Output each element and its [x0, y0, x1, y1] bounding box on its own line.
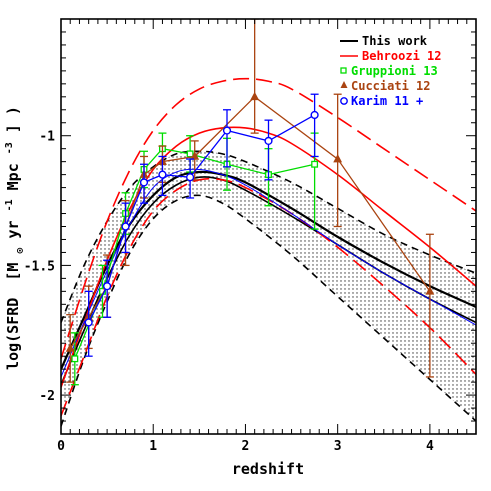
x-tick-label: 4: [426, 439, 434, 454]
y-tick-label: -1.5: [24, 259, 55, 274]
curve-this-work-solid: [61, 170, 476, 370]
data-point: [186, 173, 195, 182]
legend-item-karim-11: Karim 11 +: [340, 94, 423, 108]
data-point: [264, 136, 273, 146]
data-point: [158, 170, 167, 179]
legend-label: Behroozi 12: [362, 49, 441, 63]
data-point: [65, 343, 75, 352]
data-point: [84, 318, 93, 327]
axis-ticks: 0 1 2 3 4 -2 -1.5 -1: [24, 19, 477, 454]
y-label-unit-close: ] ): [4, 106, 22, 133]
data-point: [250, 91, 260, 101]
legend-swatch: [340, 97, 348, 105]
y-label-unit-exp1: -1: [4, 199, 15, 211]
legend-label: Cucciati 12: [351, 79, 430, 93]
data-point: [190, 151, 200, 160]
legend-swatch: [340, 81, 348, 88]
legend-item-gruppioni-13: Gruppioni 13: [340, 64, 438, 78]
y-label-sun-symbol: ⊙: [15, 248, 26, 254]
y-axis-label: log(SFRD [M ⊙ yr -1 Mpc -3 ] ): [0, 106, 27, 370]
connector-cucciati-12: [69, 95, 431, 349]
x-tick-label: 0: [57, 439, 65, 454]
data-point: [103, 282, 112, 291]
data-point: [139, 178, 149, 187]
y-label-unit-exp2: -3: [4, 142, 15, 154]
y-tick-label: -1: [39, 130, 55, 145]
y-label-unit-mid: yr: [4, 220, 22, 238]
legend-item-behroozi-12: Behroozi 12: [340, 49, 441, 63]
legend-item-this-work: This work: [340, 34, 428, 48]
curve-karim-fit: [61, 168, 476, 378]
plot-area: [61, 19, 476, 427]
legend-label: This work: [362, 34, 428, 48]
y-label-main: log(SFRD: [4, 298, 22, 370]
data-points: [65, 19, 435, 386]
data-point: [425, 286, 435, 295]
y-label-unit-mpc: Mpc: [4, 163, 22, 190]
curve-behroozi-upper: [61, 77, 476, 360]
data-point: [333, 153, 343, 163]
data-point: [121, 222, 130, 231]
x-axis-label: redshift: [232, 460, 304, 478]
data-point: [71, 355, 79, 363]
legend-swatch: [340, 67, 347, 74]
legend-label: Karim 11 +: [351, 94, 423, 108]
data-point: [186, 150, 194, 158]
points-karim-11: [84, 93, 319, 357]
data-point: [310, 110, 319, 120]
points-cucciati-12: [65, 19, 435, 383]
data-point: [311, 160, 319, 168]
y-label-unit-open: [M: [4, 263, 22, 281]
data-point: [222, 126, 232, 135]
x-tick-label: 1: [149, 439, 157, 454]
legend-item-cucciati-12: Cucciati 12: [340, 79, 430, 93]
y-tick-label: -2: [39, 389, 55, 404]
x-tick-label: 3: [334, 439, 342, 454]
x-tick-label: 2: [242, 439, 250, 454]
legend-label: Gruppioni 13: [351, 64, 438, 78]
